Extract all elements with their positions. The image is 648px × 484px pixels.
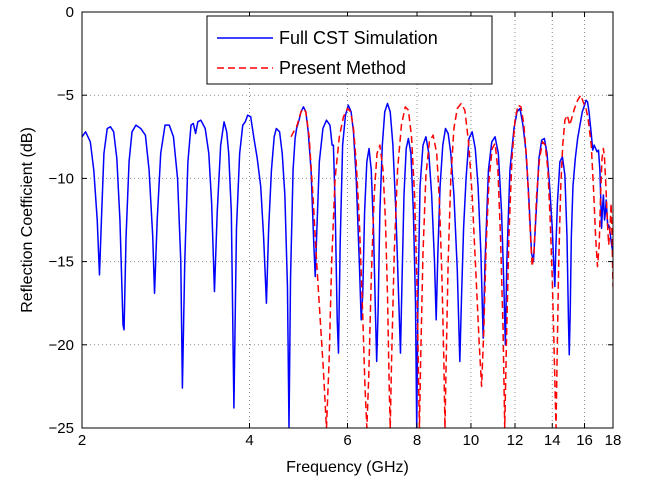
y-tick-label: −10 (49, 170, 74, 187)
x-tick-label: 12 (507, 432, 524, 449)
x-tick-label: 6 (343, 432, 351, 449)
x-tick-label: 8 (413, 432, 421, 449)
y-tick-label: −5 (57, 87, 74, 104)
y-tick-label: −25 (49, 420, 74, 437)
x-tick-label: 2 (78, 432, 86, 449)
x-tick-label: 18 (605, 432, 622, 449)
series-layer (82, 94, 613, 428)
legend-label-present-method: Present Method (279, 58, 406, 78)
x-tick-label: 16 (576, 432, 593, 449)
ticks-layer: 2 4 6 8 10 12 14 16 18 0 −5 −10 −15 −20 −25 (49, 4, 622, 449)
x-tick-label: 10 (463, 432, 480, 449)
legend-label-full-cst: Full CST Simulation (279, 28, 438, 48)
legend-box (206, 15, 493, 85)
y-tick-label: −20 (49, 337, 74, 354)
series-line-present-method (290, 94, 613, 428)
series-line-full-cst-simulation (82, 99, 613, 428)
y-tick-label: −15 (49, 254, 74, 271)
x-tick-label: 14 (544, 432, 561, 449)
legend: Full CST Simulation Present Method (206, 15, 493, 85)
y-tick-label: 0 (66, 4, 74, 21)
x-axis-title: Frequency (GHz) (286, 459, 409, 476)
x-tick-label: 4 (245, 432, 253, 449)
y-axis-title: Reflection Coefficient (dB) (19, 127, 36, 313)
